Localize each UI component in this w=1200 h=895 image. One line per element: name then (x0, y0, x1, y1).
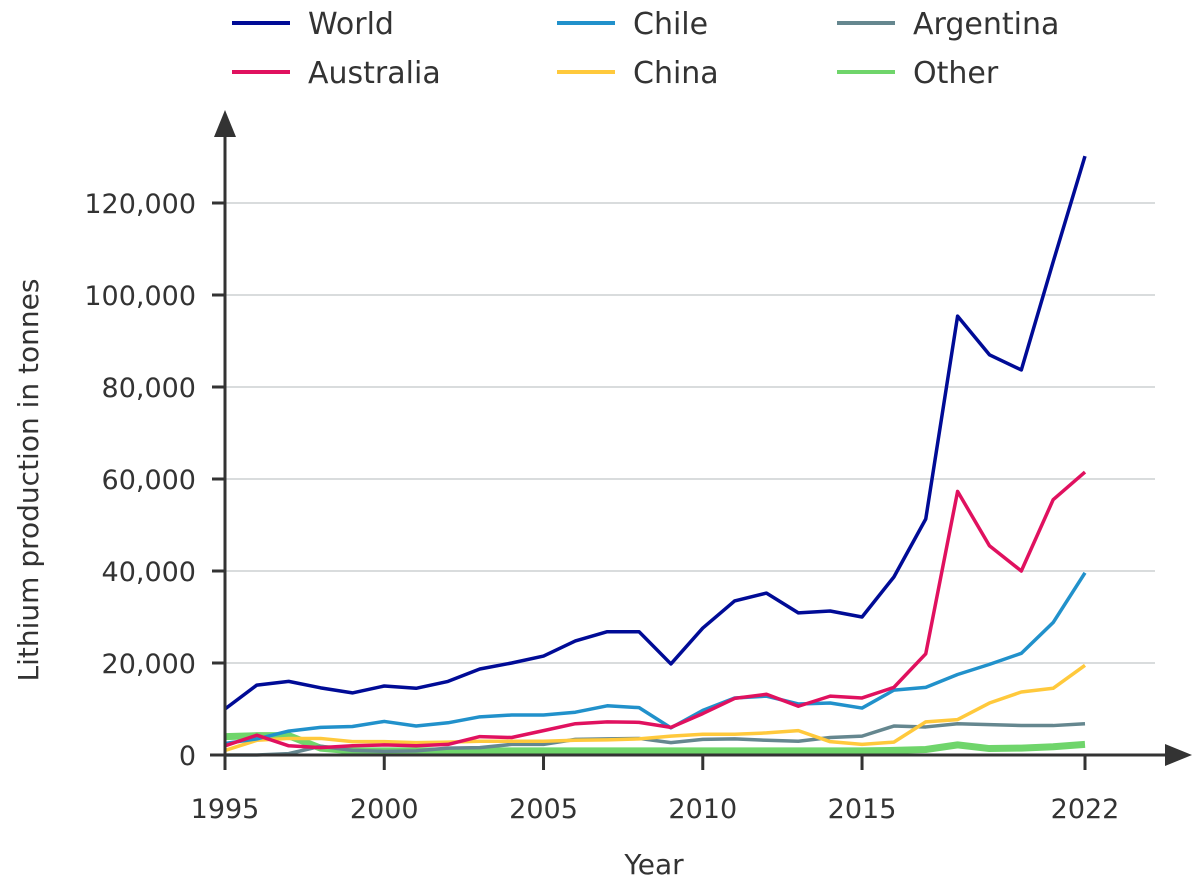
legend-label: Argentina (913, 7, 1059, 42)
y-tick-label: 40,000 (102, 557, 196, 588)
axes (210, 110, 1192, 770)
x-tick-label: 2022 (1051, 794, 1120, 825)
y-tick-label: 80,000 (102, 373, 196, 404)
x-tick-label: 2005 (509, 794, 578, 825)
legend-label: Australia (308, 56, 441, 91)
x-axis-label: Year (623, 848, 684, 881)
series-line-chile (224, 571, 1087, 746)
y-tick-label: 100,000 (84, 281, 196, 312)
series-lines (223, 155, 1087, 757)
legend: World Chile Argentina Australia China Other (232, 7, 1059, 91)
series-line-world (223, 155, 1087, 711)
x-tick-label: 2015 (828, 794, 897, 825)
y-axis-arrow-icon (214, 110, 236, 137)
y-tick-label: 0 (179, 741, 196, 772)
legend-label: China (633, 56, 719, 91)
legend-label: Other (913, 56, 999, 91)
series-line-china (224, 663, 1087, 753)
gridlines (225, 202, 1155, 664)
y-axis-label: Lithium production in tonnes (12, 279, 45, 682)
x-axis-arrow-icon (1165, 744, 1192, 766)
x-tick-label: 1995 (191, 794, 260, 825)
y-tick-label: 120,000 (84, 189, 196, 220)
x-tick-label: 2010 (668, 794, 737, 825)
legend-label: World (308, 7, 394, 42)
series-line-argentina (225, 721, 1086, 757)
x-ticks: 1995 2000 2005 2010 2015 2022 (191, 755, 1120, 825)
y-tick-label: 20,000 (102, 649, 196, 680)
y-ticks: 0 20,000 40,000 60,000 80,000 100,000 120,000 (84, 189, 225, 772)
y-tick-label: 60,000 (102, 465, 196, 496)
series-line-australia (224, 470, 1087, 750)
x-tick-label: 2000 (350, 794, 419, 825)
legend-label: Chile (633, 7, 708, 42)
